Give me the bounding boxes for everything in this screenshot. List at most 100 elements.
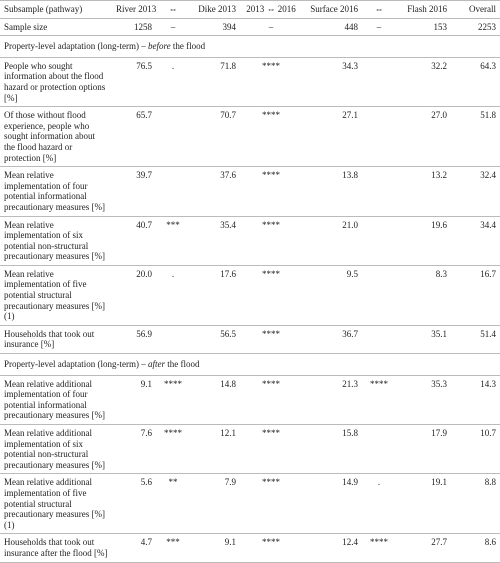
value-cell: 13.8 xyxy=(342,170,358,181)
empty-cell xyxy=(156,107,190,167)
value-cell: 35.3 xyxy=(431,378,447,389)
significance: ** xyxy=(168,477,178,488)
value-cell: 12.4 xyxy=(342,537,358,548)
significance: **** xyxy=(262,219,280,230)
value-cell: 21.0 xyxy=(342,219,358,230)
value-cell: 20.0 xyxy=(136,268,152,279)
section-title-part: Property-level adaptation (long-term) – xyxy=(4,359,148,370)
significance: **** xyxy=(262,60,280,71)
value-cell: 4.7 xyxy=(140,537,152,548)
value-cell: 70.7 xyxy=(220,110,236,121)
value-cell: 394 xyxy=(222,21,237,32)
value-cell: 15.8 xyxy=(342,428,358,438)
value-cell: 17.9 xyxy=(431,428,447,438)
value-cell: 9.5 xyxy=(346,268,358,279)
value-cell: 39.7 xyxy=(136,170,152,181)
section-title-part: after xyxy=(147,359,165,370)
significance: *** xyxy=(166,219,180,230)
data-row: Mean relative implementation of six pote… xyxy=(0,216,500,266)
value-cell: 7.9 xyxy=(224,477,236,488)
row-label: Mean relative implementation of six pote… xyxy=(4,219,105,262)
significance: **** xyxy=(262,378,280,389)
value-cell: 5.6 xyxy=(140,477,152,488)
row-label: Mean relative additional implementation … xyxy=(4,428,105,470)
significance: . xyxy=(377,477,381,488)
row-label: Mean relative implementation of four pot… xyxy=(4,170,105,212)
value-cell: 14.3 xyxy=(480,378,496,389)
value-cell: 64.3 xyxy=(480,60,496,71)
value-cell: 8.6 xyxy=(484,537,496,548)
empty-cell xyxy=(362,167,396,216)
empty-cell xyxy=(156,167,190,216)
value-cell: 51.4 xyxy=(480,328,496,339)
data-row: People who sought information about the … xyxy=(0,57,500,107)
column-header: Subsample (pathway) xyxy=(4,4,83,14)
significance: **** xyxy=(370,378,388,389)
value-cell: 10.7 xyxy=(480,428,496,438)
empty-cell xyxy=(362,107,396,167)
significance: **** xyxy=(164,378,182,389)
data-row: Mean relative additional implementation … xyxy=(0,425,500,474)
value-cell: 14.8 xyxy=(220,378,236,389)
value-cell: 76.5 xyxy=(136,60,152,71)
value-cell: 56.5 xyxy=(220,328,236,339)
column-header: Surface 2016 xyxy=(310,4,358,14)
value-cell: 13.2 xyxy=(431,170,447,181)
data-row: Mean relative implementation of four pot… xyxy=(0,167,500,216)
row-label: People who sought information about the … xyxy=(4,60,106,103)
significance: **** xyxy=(164,428,182,438)
significance: *** xyxy=(166,537,180,548)
value-cell: 448 xyxy=(344,21,359,32)
empty-cell xyxy=(362,265,396,325)
value-cell: 34.4 xyxy=(480,219,496,230)
header-row: Subsample (pathway) River 2013 ⇔ Dike 2013 2… xyxy=(0,0,500,19)
value-cell: 19.6 xyxy=(431,219,447,230)
row-label: Mean relative additional implementation … xyxy=(4,477,105,530)
column-header: River 2013 xyxy=(116,4,157,14)
empty-cell xyxy=(362,325,396,353)
value-cell: 40.7 xyxy=(136,219,152,230)
value-cell: 153 xyxy=(433,21,448,32)
value-cell: 1258 xyxy=(134,21,152,32)
data-row: Of those without flood experience, peopl… xyxy=(0,107,500,167)
empty-cell xyxy=(362,216,396,265)
significance: **** xyxy=(370,537,388,548)
section-title-part: the flood xyxy=(164,359,200,370)
value-cell: 14.9 xyxy=(342,477,358,488)
data-row: Mean relative additional implementation … xyxy=(0,474,500,534)
value-cell: 32.4 xyxy=(480,170,496,181)
column-header: Overall xyxy=(469,4,496,14)
value-cell: 8.8 xyxy=(484,477,496,488)
value-cell: 27.1 xyxy=(342,110,358,121)
value-cell: 37.6 xyxy=(220,170,236,181)
significance: – xyxy=(268,21,274,32)
section-title-part: the flood xyxy=(170,41,206,52)
significance: – xyxy=(376,21,382,32)
value-cell: 17.6 xyxy=(220,268,236,279)
significance: **** xyxy=(262,170,280,181)
section-title-part: before xyxy=(147,41,171,52)
data-row: Households that took out insurance after… xyxy=(0,534,500,563)
sample-size-row: Sample size 1258 – 394 – 448 – 153 2253 xyxy=(0,18,500,36)
row-label: Sample size xyxy=(4,21,48,32)
section-title: Property-level adaptation (long-term) – … xyxy=(0,354,500,376)
value-cell: 19.1 xyxy=(431,477,447,488)
row-label: Mean relative implementation of five pot… xyxy=(4,268,105,322)
row-label: Households that took out insurance after… xyxy=(4,537,108,558)
value-cell: 34.3 xyxy=(342,60,358,71)
value-cell: 21.3 xyxy=(342,378,358,389)
value-cell: 9.1 xyxy=(224,537,236,548)
value-cell: 36.7 xyxy=(342,328,358,339)
significance: **** xyxy=(262,428,280,438)
value-cell: 8.3 xyxy=(435,268,447,279)
column-header: ⇔ xyxy=(374,4,384,14)
significance: – xyxy=(170,21,176,32)
value-cell: 7.6 xyxy=(140,428,152,438)
value-cell: 2253 xyxy=(478,21,496,32)
value-cell: 27.7 xyxy=(431,537,447,548)
column-header: Flash 2016 xyxy=(407,4,447,14)
row-label: Households that took out insurance [%] xyxy=(4,328,95,350)
empty-cell xyxy=(156,325,190,353)
significance: **** xyxy=(262,537,280,548)
